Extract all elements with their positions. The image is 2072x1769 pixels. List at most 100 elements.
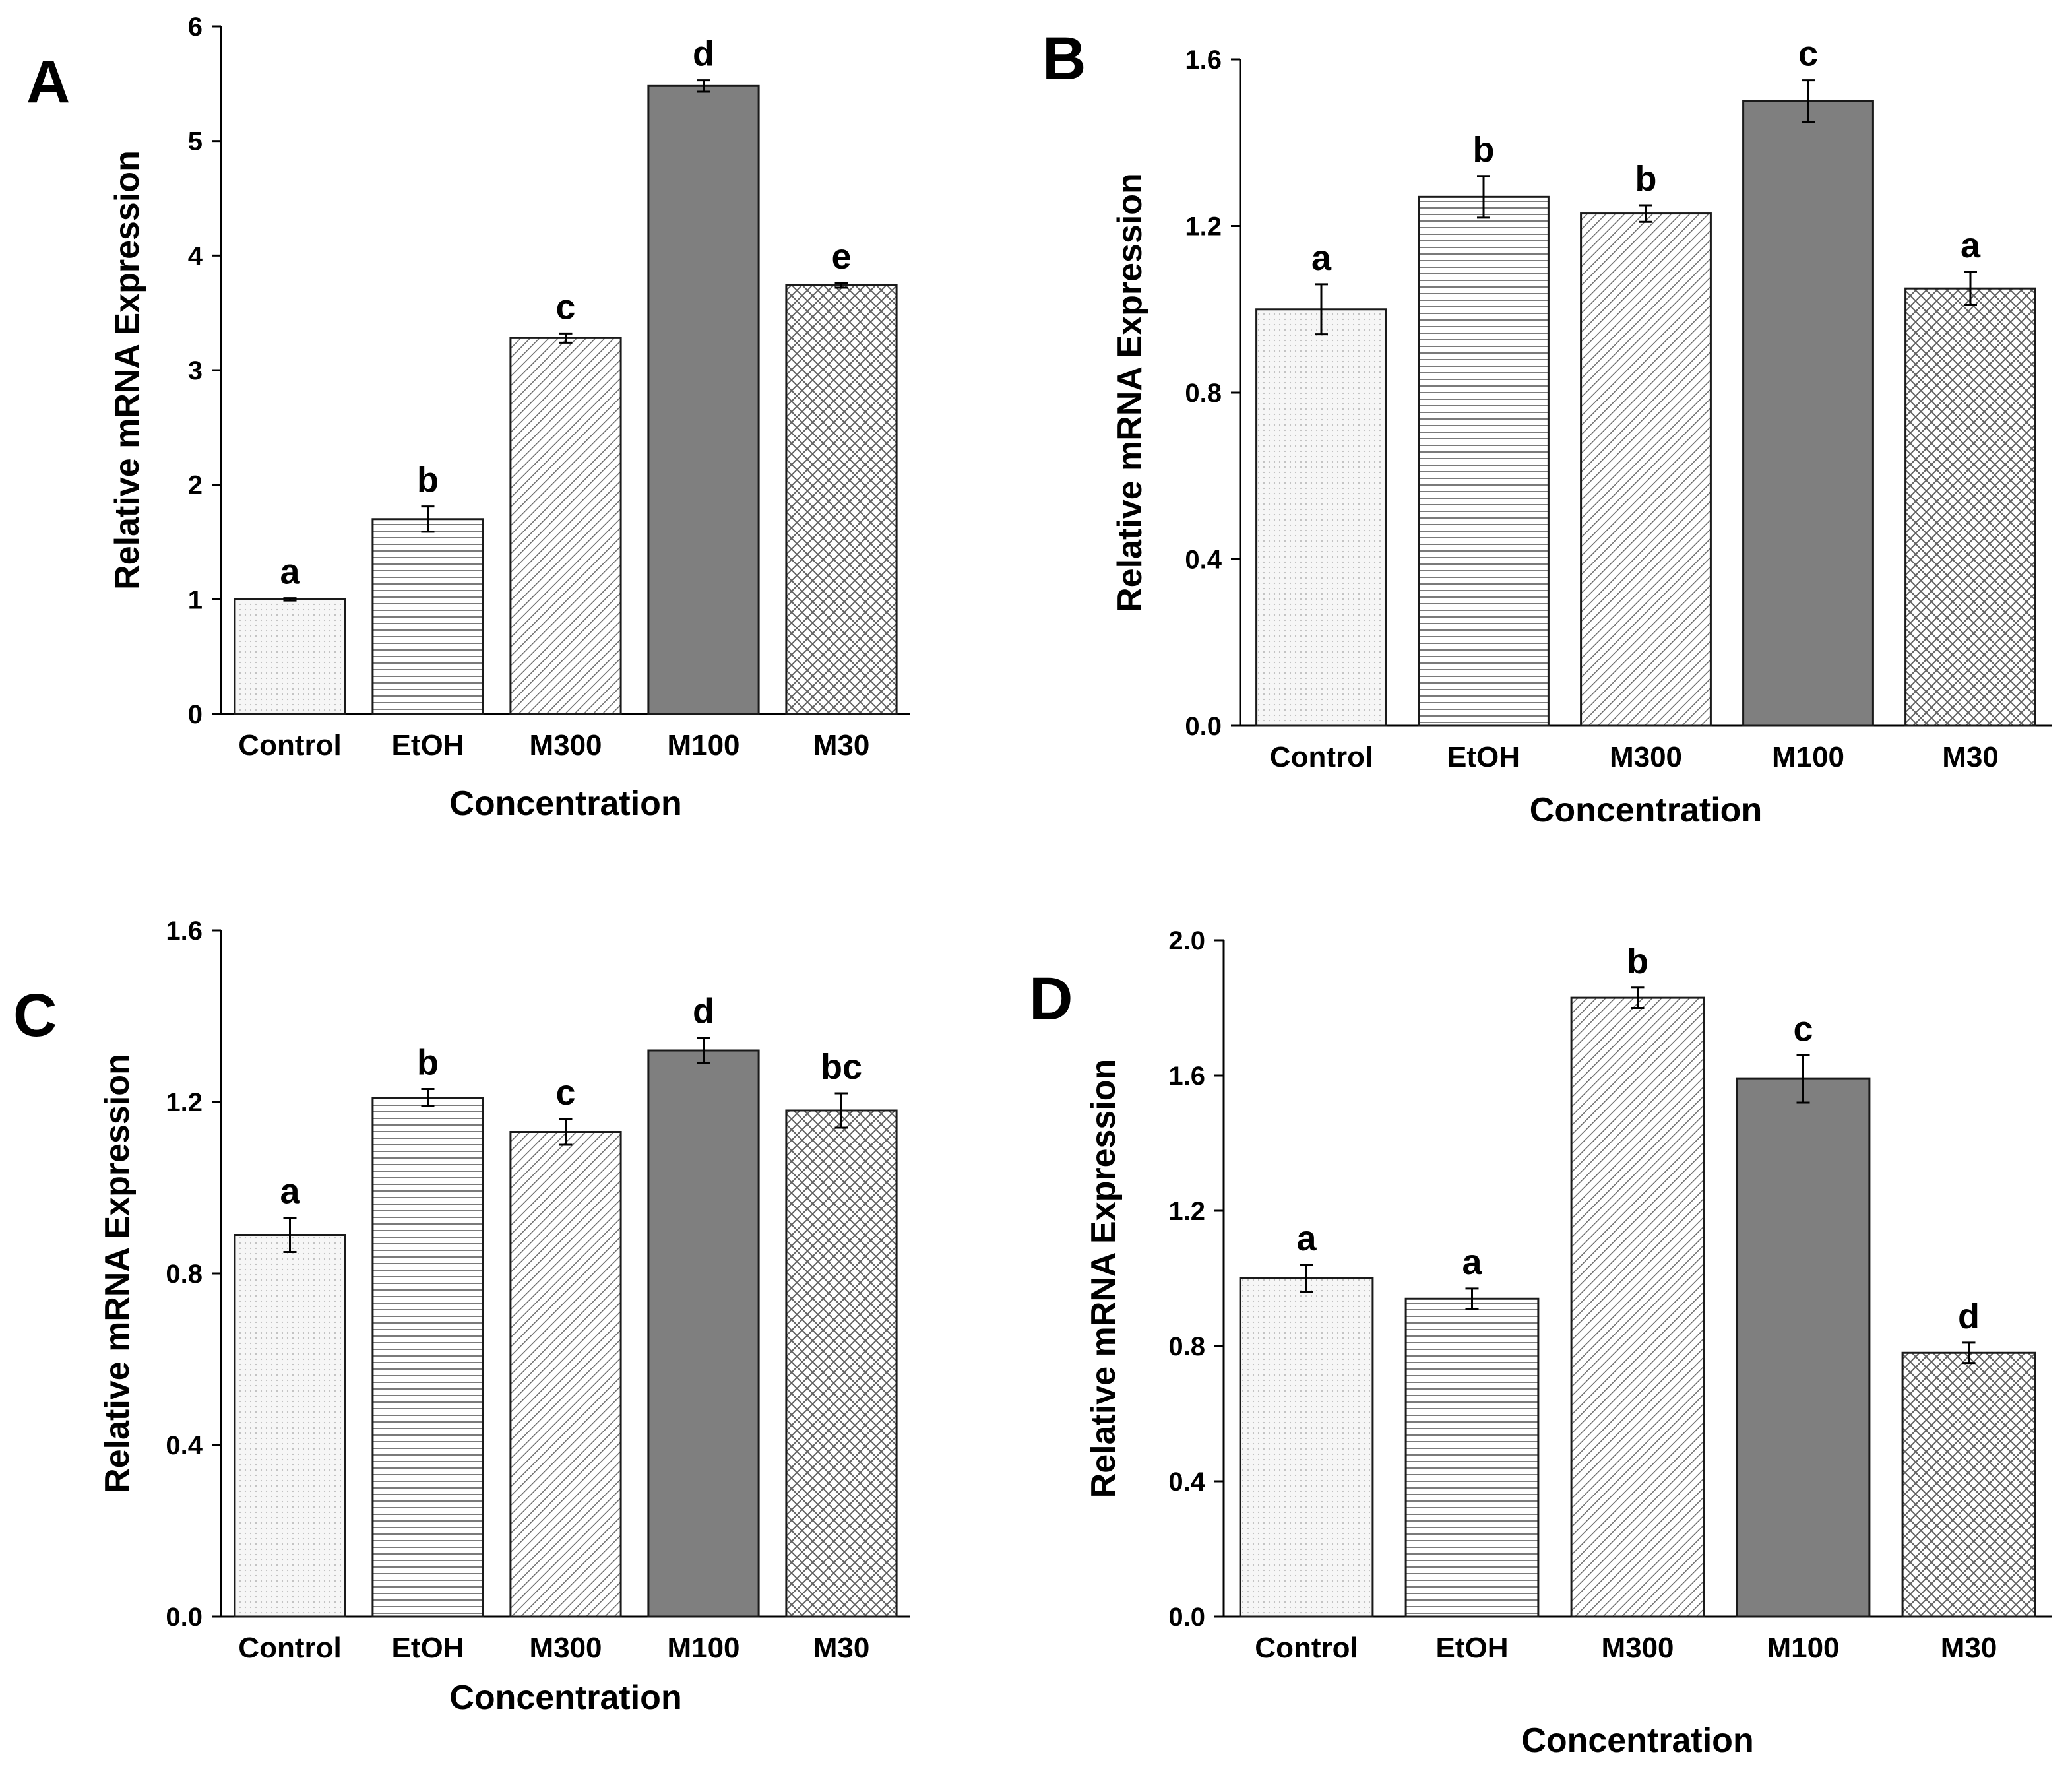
significance-label: b [1635, 159, 1657, 199]
error-bar [283, 597, 297, 602]
significance-label: d [1958, 1297, 1980, 1336]
error-bar [1315, 283, 1328, 336]
y-tick-label: 0.8 [1185, 379, 1222, 408]
significance-label: b [1473, 130, 1495, 170]
x-tick-label: M30 [813, 729, 870, 761]
y-tick-label: 1.6 [1185, 46, 1222, 75]
significance-label: d [693, 34, 714, 74]
bar-m300 [509, 337, 622, 715]
x-tick-label: M100 [667, 1632, 739, 1664]
x-tick-label: M300 [1601, 1632, 1674, 1664]
x-axis-title: Concentration [1530, 791, 1762, 829]
bar-m100 [647, 84, 760, 715]
y-tick-label: 1.6 [1168, 1062, 1205, 1091]
bar-m30 [785, 1109, 898, 1618]
error-bar [834, 282, 848, 289]
significance-label: a [1961, 226, 1981, 265]
bar-m100 [1736, 1077, 1871, 1618]
x-tick-label: M300 [1610, 741, 1682, 773]
x-tick-label: EtOH [392, 729, 464, 761]
x-tick-label: EtOH [1447, 741, 1520, 773]
significance-label: a [280, 552, 300, 592]
significance-label: bc [821, 1047, 862, 1087]
panel-letter: A [26, 48, 70, 115]
y-tick-label: 0.0 [166, 1603, 203, 1632]
y-tick-label: 2.0 [1168, 926, 1205, 955]
bar-control [1239, 1277, 1374, 1618]
significance-label: d [693, 992, 714, 1031]
x-axis-title: Concentration [449, 785, 681, 823]
y-tick-label: 1 [188, 585, 203, 614]
bar-m30 [1901, 1351, 2036, 1618]
x-tick-label: Control [1270, 741, 1373, 773]
x-tick-label: M300 [529, 1632, 602, 1664]
x-tick-label: M30 [1942, 741, 1999, 773]
y-tick-label: 0.8 [166, 1260, 203, 1289]
significance-label: a [1462, 1242, 1482, 1282]
panel-a: A 0 1 2 3 4 5 6 a Control b EtOH c M300 d M100 e M30 Conce… [26, 13, 910, 823]
error-bar [421, 505, 435, 533]
x-tick-label: EtOH [1436, 1632, 1509, 1664]
bar-control [234, 598, 346, 715]
error-bar [697, 1037, 710, 1064]
y-axis-title: Relative mRNA Expression [108, 150, 146, 590]
significance-label: c [1793, 1009, 1813, 1048]
error-bar [1465, 1287, 1479, 1310]
y-tick-label: 1.2 [1185, 212, 1222, 241]
x-axis-title: Concentration [449, 1679, 681, 1717]
y-tick-label: 3 [188, 356, 203, 385]
panel-c: C 0.0 0.4 0.8 1.2 1.6 a Control b EtOH c M300 d M100 b… [13, 917, 910, 1717]
bar-m100 [647, 1049, 760, 1618]
x-tick-label: Control [1255, 1632, 1358, 1664]
y-tick-label: 0.4 [166, 1431, 203, 1460]
x-tick-label: Control [238, 729, 341, 761]
error-bar [1796, 1054, 1810, 1104]
y-axis-title: Relative mRNA Expression [1111, 173, 1149, 612]
y-tick-label: 1.2 [166, 1088, 203, 1117]
y-axis-title: Relative mRNA Expression [1084, 1059, 1123, 1498]
y-tick-label: 1.2 [1168, 1197, 1205, 1226]
y-tick-label: 2 [188, 471, 203, 500]
x-tick-label: EtOH [392, 1632, 464, 1664]
significance-label: a [280, 1172, 300, 1211]
significance-label: b [417, 1043, 439, 1083]
x-tick-label: M100 [1772, 741, 1844, 773]
bar-m30 [1904, 287, 2036, 727]
panel-d: D 0.0 0.4 0.8 1.2 1.6 2.0 a Control a EtOH b M300 c M1… [1029, 926, 2052, 1760]
y-tick-label: 0 [188, 700, 203, 729]
bar-m300 [1570, 996, 1705, 1618]
panel-letter: D [1029, 965, 1073, 1033]
bar-control [1255, 308, 1387, 727]
error-bar [1300, 1264, 1313, 1293]
y-axis-title: Relative mRNA Expression [98, 1054, 137, 1493]
significance-label: c [555, 287, 575, 327]
error-bar [1477, 175, 1490, 219]
x-axis-title: Concentration [1521, 1721, 1753, 1760]
error-bar [834, 1092, 848, 1129]
y-tick-label: 0.4 [1185, 546, 1222, 575]
x-tick-label: M300 [529, 729, 602, 761]
error-bar [1962, 1341, 1976, 1365]
error-bar [697, 79, 710, 93]
error-bar [421, 1088, 435, 1107]
bar-etoh [371, 518, 484, 715]
y-tick-label: 1.6 [166, 917, 203, 946]
significance-label: c [555, 1073, 575, 1112]
error-bar [559, 1118, 573, 1146]
x-tick-label: M30 [813, 1632, 870, 1664]
y-tick-label: 5 [188, 127, 203, 156]
y-tick-label: 6 [188, 13, 203, 42]
bar-control [234, 1234, 346, 1618]
panel-letter: B [1042, 25, 1086, 92]
significance-label: a [1296, 1219, 1317, 1258]
error-bar [559, 332, 573, 344]
error-bar [1639, 204, 1652, 223]
significance-label: a [1311, 238, 1332, 278]
significance-label: b [417, 461, 439, 500]
significance-label: c [1798, 34, 1818, 74]
y-tick-label: 0.0 [1168, 1603, 1205, 1632]
y-tick-label: 0.4 [1168, 1467, 1205, 1496]
bar-m100 [1742, 100, 1874, 727]
x-tick-label: Control [238, 1632, 341, 1664]
